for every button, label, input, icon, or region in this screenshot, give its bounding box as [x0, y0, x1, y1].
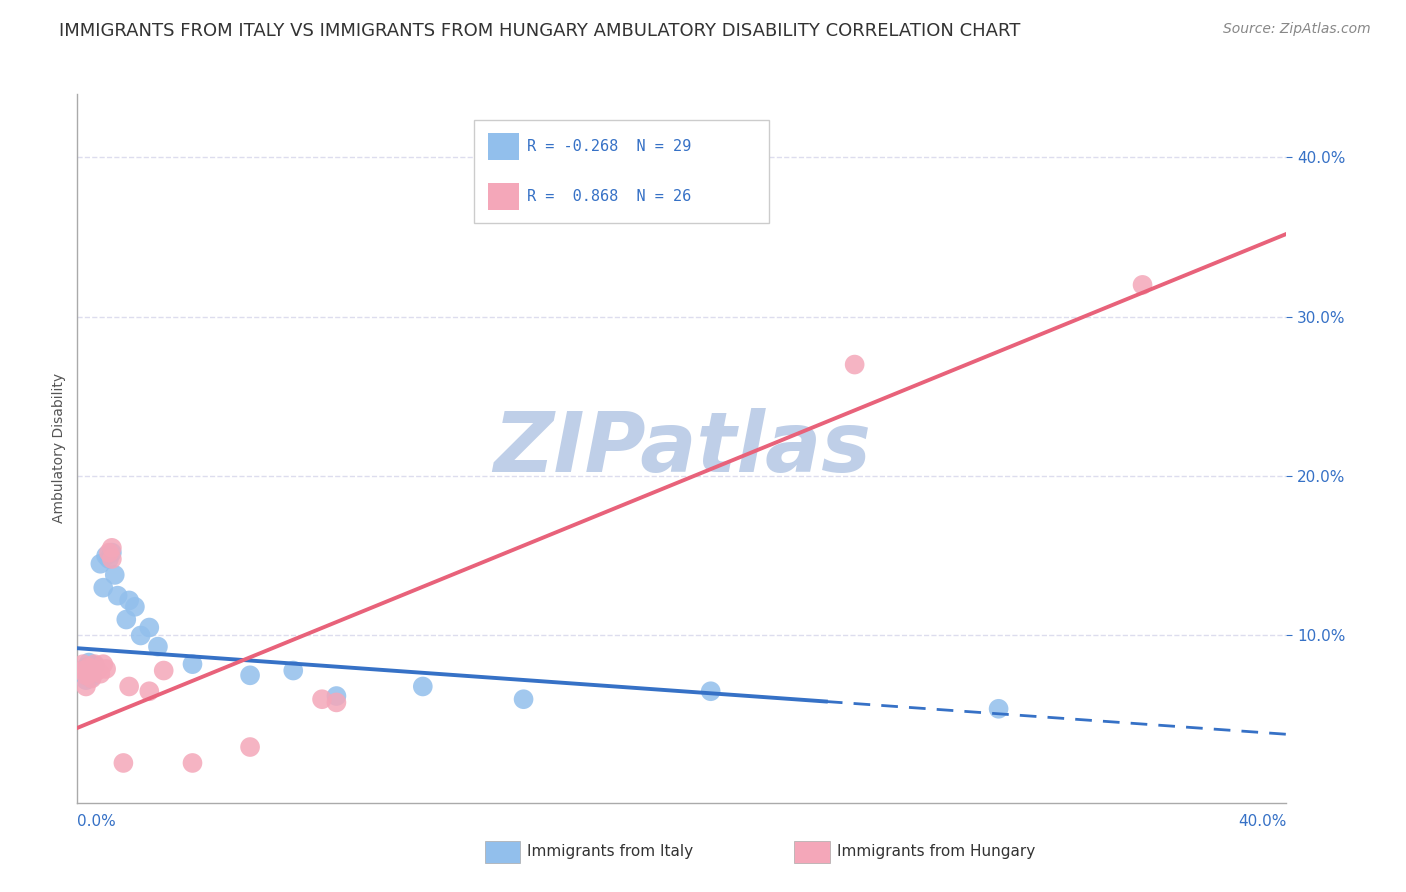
Point: [152, 664, 174, 678]
Text: 0.0%: 0.0%: [77, 814, 117, 829]
Point: [83, 658, 105, 673]
Point: [107, 589, 129, 603]
Point: [115, 613, 138, 627]
Point: [91, 657, 114, 672]
Point: [80, 662, 103, 676]
Point: [80, 672, 103, 686]
Point: [138, 620, 160, 634]
Point: [75, 673, 97, 687]
Point: [325, 695, 347, 709]
Point: [94, 549, 117, 563]
Point: [86, 664, 108, 678]
Point: [75, 680, 97, 694]
Text: Immigrants from Italy: Immigrants from Italy: [527, 845, 693, 859]
Point: [181, 657, 204, 672]
Point: [512, 692, 534, 706]
Point: [844, 358, 866, 372]
Point: [283, 664, 305, 678]
Point: [118, 680, 141, 694]
Y-axis label: Ambulatory Disability: Ambulatory Disability: [52, 373, 66, 524]
Point: [325, 689, 347, 703]
Point: [104, 568, 127, 582]
Point: [72, 657, 94, 672]
Point: [77, 666, 100, 681]
Point: [699, 684, 721, 698]
Point: [146, 640, 169, 654]
Point: [72, 664, 94, 678]
Point: [118, 593, 141, 607]
Text: IMMIGRANTS FROM ITALY VS IMMIGRANTS FROM HUNGARY AMBULATORY DISABILITY CORRELATI: IMMIGRANTS FROM ITALY VS IMMIGRANTS FROM…: [59, 22, 1021, 40]
Point: [129, 628, 152, 642]
Point: [75, 668, 97, 682]
Point: [181, 756, 204, 770]
Text: R =  0.868  N = 26: R = 0.868 N = 26: [527, 189, 692, 204]
Point: [72, 664, 94, 678]
Point: [1132, 277, 1154, 292]
Text: ZIPatlas: ZIPatlas: [494, 408, 870, 489]
Point: [77, 660, 100, 674]
Point: [94, 662, 117, 676]
Text: Source: ZipAtlas.com: Source: ZipAtlas.com: [1223, 22, 1371, 37]
Point: [311, 692, 333, 706]
Point: [77, 666, 100, 681]
Point: [101, 546, 124, 560]
Text: 40.0%: 40.0%: [1239, 814, 1286, 829]
Point: [98, 552, 121, 566]
Point: [124, 599, 146, 614]
Point: [89, 557, 111, 571]
Point: [112, 756, 135, 770]
Text: Immigrants from Hungary: Immigrants from Hungary: [837, 845, 1035, 859]
Point: [91, 581, 114, 595]
Point: [83, 657, 105, 672]
Point: [239, 668, 262, 682]
Point: [77, 656, 100, 670]
Text: R = -0.268  N = 29: R = -0.268 N = 29: [527, 139, 692, 154]
Point: [412, 680, 434, 694]
Point: [89, 666, 111, 681]
Point: [101, 541, 124, 555]
Point: [98, 546, 121, 560]
Point: [239, 739, 262, 754]
Point: [80, 662, 103, 676]
Point: [80, 670, 103, 684]
Point: [987, 702, 1010, 716]
Point: [101, 552, 124, 566]
Point: [75, 660, 97, 674]
Point: [138, 684, 160, 698]
